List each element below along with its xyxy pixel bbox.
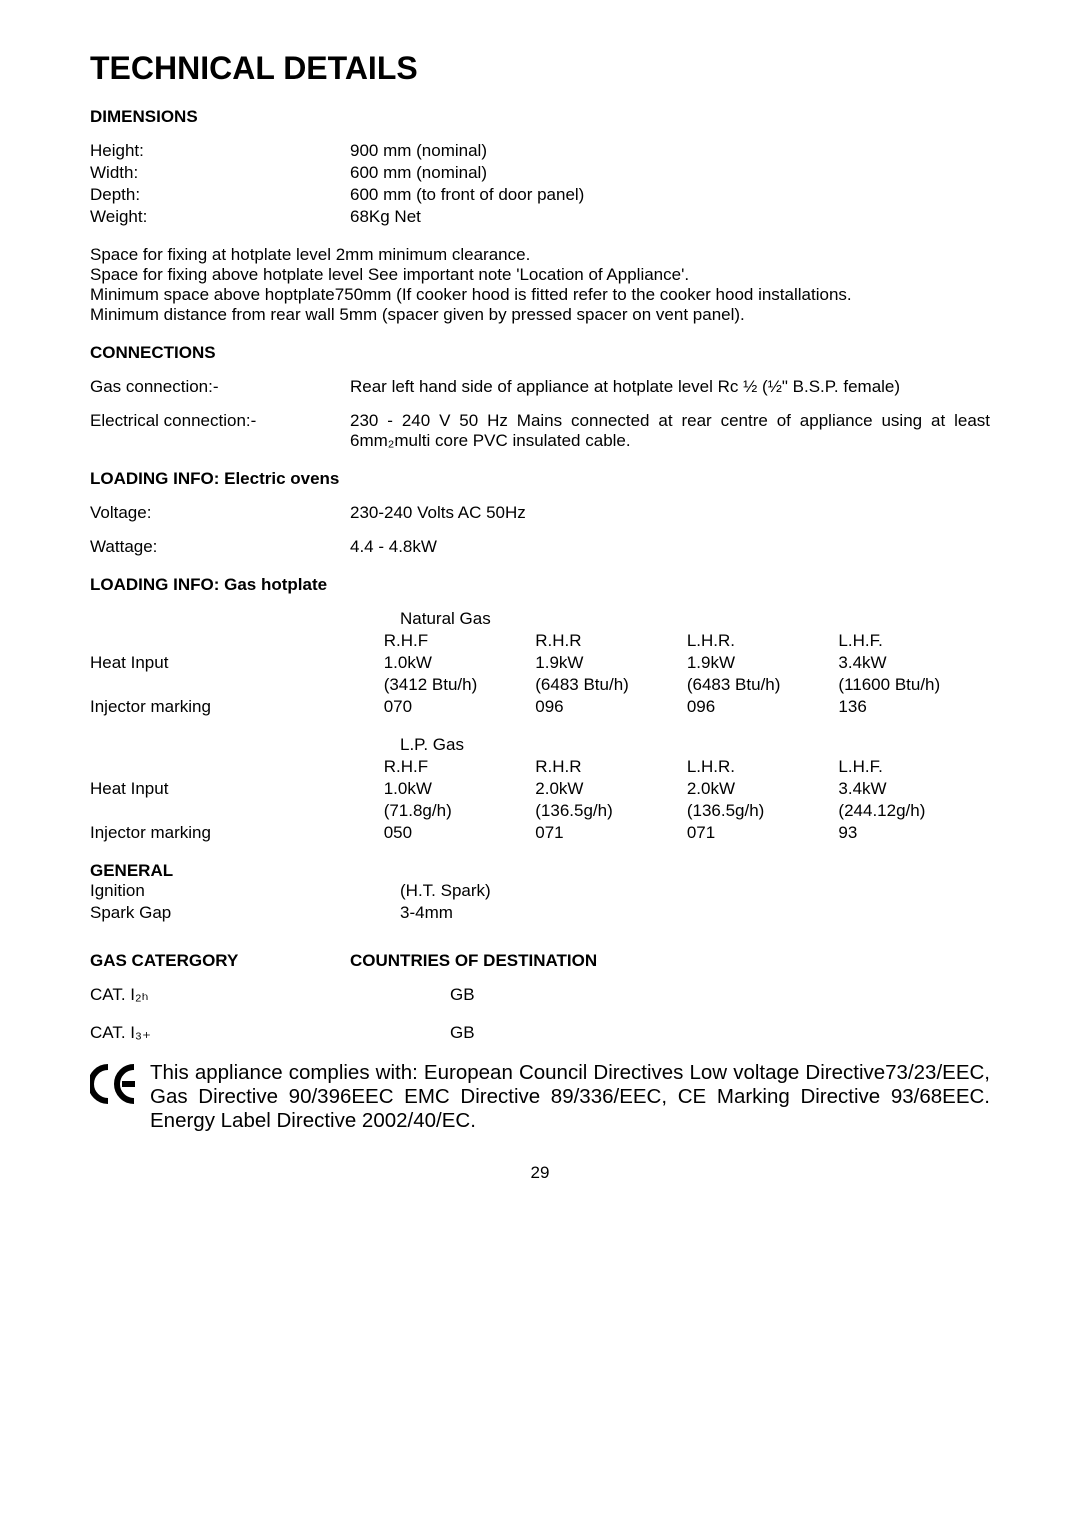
natural-gas-title: Natural Gas	[400, 609, 560, 629]
cell: R.H.R	[535, 631, 687, 651]
conn-row: Gas connection:- Rear left hand side of …	[90, 377, 990, 397]
ce-mark-icon	[90, 1061, 150, 1133]
ce-text: This appliance complies with: European C…	[150, 1061, 990, 1133]
cell: 93	[838, 823, 990, 843]
conn-key: Electrical connection:-	[90, 411, 350, 431]
elec-val: 4.4 - 4.8kW	[350, 537, 990, 557]
dim-val: 600 mm (nominal)	[350, 163, 990, 183]
heat-input-label: Heat Input	[90, 779, 384, 799]
cell: 096	[535, 697, 687, 717]
general-val: 3-4mm	[400, 903, 990, 923]
cell: (136.5g/h)	[535, 801, 687, 821]
dimensions-heading: DIMENSIONS	[90, 107, 990, 127]
cell: 3.4kW	[838, 653, 990, 673]
general-val: (H.T. Spark)	[400, 881, 990, 901]
cell: R.H.F	[384, 757, 536, 777]
cat-key: CAT. I₂ₕ	[90, 985, 450, 1005]
cell: (3412 Btu/h)	[384, 675, 536, 695]
cell: (11600 Btu/h)	[838, 675, 990, 695]
cell: 1.0kW	[384, 653, 536, 673]
catergory-heading-left: GAS CATERGORY	[90, 951, 350, 971]
cell: 3.4kW	[838, 779, 990, 799]
dim-note: Minimum distance from rear wall 5mm (spa…	[90, 305, 990, 325]
dim-key: Height:	[90, 141, 350, 161]
loading-gas-heading: LOADING INFO: Gas hotplate	[90, 575, 990, 595]
cell: 1.9kW	[687, 653, 839, 673]
heat-input-label: Heat Input	[90, 653, 384, 673]
cell: L.H.F.	[838, 757, 990, 777]
cell: 096	[687, 697, 839, 717]
general-key: Ignition	[90, 881, 400, 901]
elec-val: 230-240 Volts AC 50Hz	[350, 503, 990, 523]
general-key: Spark Gap	[90, 903, 400, 923]
natural-gas-table: Natural Gas R.H.F R.H.R L.H.R. L.H.F. He…	[90, 609, 990, 717]
cat-val: GB	[450, 1023, 990, 1043]
cell: (6483 Btu/h)	[687, 675, 839, 695]
cell: 2.0kW	[687, 779, 839, 799]
cat-key: CAT. I₃₊	[90, 1023, 450, 1043]
cell: 1.0kW	[384, 779, 536, 799]
conn-row: Electrical connection:- 230 - 240 V 50 H…	[90, 411, 990, 451]
cell: 050	[384, 823, 536, 843]
cell: (6483 Btu/h)	[535, 675, 687, 695]
dim-row: Depth: 600 mm (to front of door panel)	[90, 185, 990, 205]
cell: 071	[687, 823, 839, 843]
cell: (71.8g/h)	[384, 801, 536, 821]
dim-row: Weight: 68Kg Net	[90, 207, 990, 227]
cell: 2.0kW	[535, 779, 687, 799]
elec-row: Voltage: 230-240 Volts AC 50Hz	[90, 503, 990, 523]
catergory-heading-right: COUNTRIES OF DESTINATION	[350, 951, 990, 971]
general-row: Ignition (H.T. Spark)	[90, 881, 990, 901]
general-heading: GENERAL	[90, 861, 990, 881]
cell: R.H.F	[384, 631, 536, 651]
dim-val: 900 mm (nominal)	[350, 141, 990, 161]
injector-label: Injector marking	[90, 823, 384, 843]
page-title: TECHNICAL DETAILS	[90, 50, 990, 87]
cat-row: CAT. I₂ₕ GB	[90, 985, 990, 1005]
elec-row: Wattage: 4.4 - 4.8kW	[90, 537, 990, 557]
dim-note: Minimum space above hoptplate750mm (If c…	[90, 285, 990, 305]
dim-val: 600 mm (to front of door panel)	[350, 185, 990, 205]
cell: R.H.R	[535, 757, 687, 777]
cell: (136.5g/h)	[687, 801, 839, 821]
cell: L.H.F.	[838, 631, 990, 651]
page-number: 29	[90, 1163, 990, 1183]
ce-block: This appliance complies with: European C…	[90, 1061, 990, 1133]
cell: 1.9kW	[535, 653, 687, 673]
injector-label: Injector marking	[90, 697, 384, 717]
catergory-heading-row: GAS CATERGORY COUNTRIES OF DESTINATION	[90, 951, 990, 971]
dim-row: Height: 900 mm (nominal)	[90, 141, 990, 161]
cell: (244.12g/h)	[838, 801, 990, 821]
dim-note: Space for fixing above hotplate level Se…	[90, 265, 990, 285]
conn-val: Rear left hand side of appliance at hotp…	[350, 377, 990, 397]
elec-key: Voltage:	[90, 503, 350, 523]
cell: 071	[535, 823, 687, 843]
cat-val: GB	[450, 985, 990, 1005]
cell: 136	[838, 697, 990, 717]
conn-key: Gas connection:-	[90, 377, 350, 397]
dim-notes: Space for fixing at hotplate level 2mm m…	[90, 245, 990, 325]
cell: 070	[384, 697, 536, 717]
elec-key: Wattage:	[90, 537, 350, 557]
general-row: Spark Gap 3-4mm	[90, 903, 990, 923]
loading-electric-heading: LOADING INFO: Electric ovens	[90, 469, 990, 489]
dim-row: Width: 600 mm (nominal)	[90, 163, 990, 183]
lp-gas-table: L.P. Gas R.H.F R.H.R L.H.R. L.H.F. Heat …	[90, 735, 990, 843]
dim-key: Depth:	[90, 185, 350, 205]
lp-gas-title: L.P. Gas	[400, 735, 560, 755]
dim-val: 68Kg Net	[350, 207, 990, 227]
dim-key: Weight:	[90, 207, 350, 227]
cell: L.H.R.	[687, 757, 839, 777]
dim-key: Width:	[90, 163, 350, 183]
cell: L.H.R.	[687, 631, 839, 651]
connections-heading: CONNECTIONS	[90, 343, 990, 363]
cat-row: CAT. I₃₊ GB	[90, 1023, 990, 1043]
conn-val: 230 - 240 V 50 Hz Mains connected at rea…	[350, 411, 990, 451]
dim-note: Space for fixing at hotplate level 2mm m…	[90, 245, 990, 265]
